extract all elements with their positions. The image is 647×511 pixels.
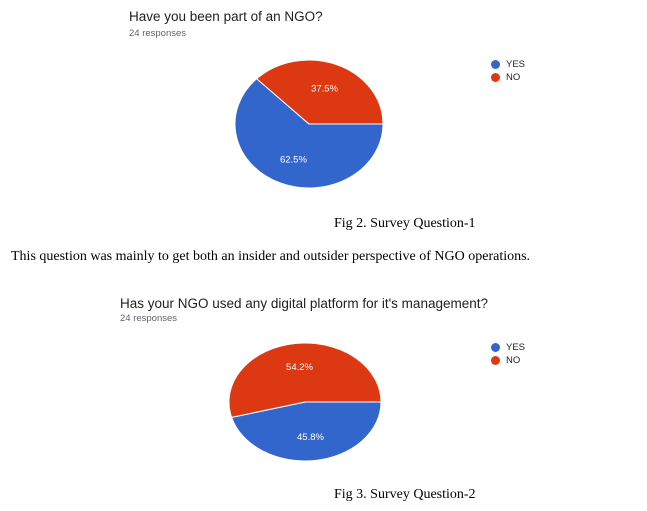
legend-label-no: NO	[506, 72, 521, 83]
legend-label-no: NO	[506, 355, 521, 366]
chart1-subtitle: 24 responses	[129, 28, 187, 39]
legend-label-yes: YES	[506, 342, 526, 353]
legend-item-yes: YES	[491, 341, 525, 354]
chart2-title: Has your NGO used any digital platform f…	[120, 296, 488, 311]
figure-caption-3: Fig 3. Survey Question-2	[334, 487, 476, 502]
chart1-slice-no	[255, 59, 384, 125]
chart1-legend: YES NO	[491, 58, 525, 84]
legend-label-yes: YES	[506, 59, 526, 70]
legend-item-no: NO	[491, 71, 525, 84]
legend-swatch-no	[491, 356, 500, 365]
chart1-title: Have you been part of an NGO?	[129, 9, 323, 24]
chart2-data-label-no: 54.2%	[286, 362, 313, 373]
chart1-data-label-no: 37.5%	[311, 84, 338, 95]
legend-swatch-yes	[491, 343, 500, 352]
figure-caption-2: Fig 2. Survey Question-1	[334, 216, 476, 231]
legend-item-yes: YES	[491, 58, 525, 71]
chart2-slice-yes	[230, 401, 382, 462]
chart1-data-label-yes: 62.5%	[280, 154, 307, 165]
chart2-slice-no	[228, 342, 382, 418]
legend-item-no: NO	[491, 354, 525, 367]
chart2-legend: YES NO	[491, 341, 525, 367]
legend-swatch-no	[491, 73, 500, 82]
chart2-data-label-yes: 45.8%	[297, 432, 324, 443]
body-paragraph: This question was mainly to get both an …	[11, 249, 531, 264]
legend-swatch-yes	[491, 60, 500, 69]
chart2-subtitle: 24 responses	[120, 313, 178, 324]
chart1-slice-yes	[234, 78, 384, 189]
